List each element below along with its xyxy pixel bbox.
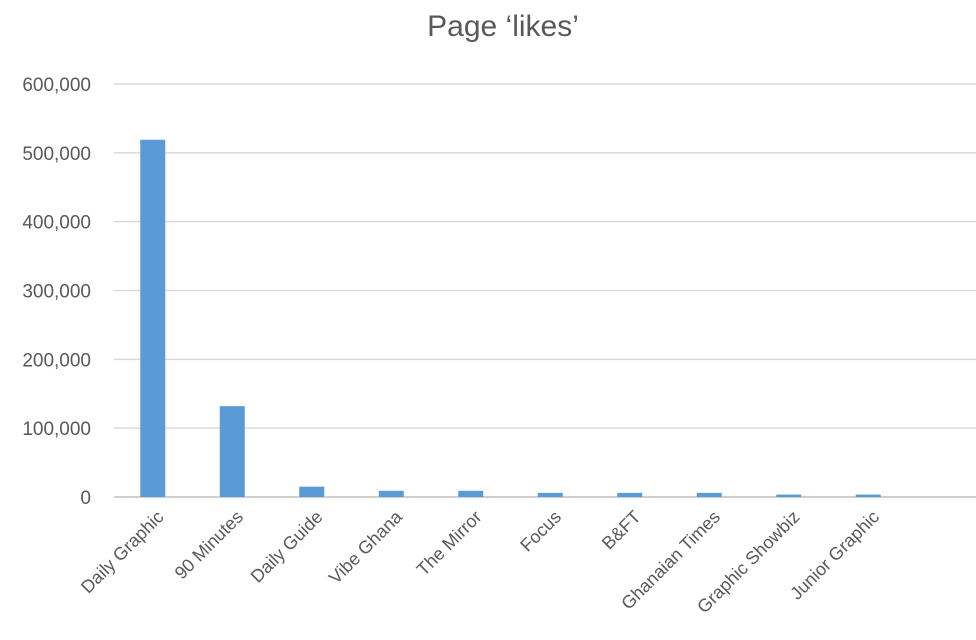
- bar: [378, 490, 404, 497]
- bar: [776, 494, 802, 497]
- chart-title: Page ‘likes’: [427, 10, 579, 43]
- x-tick-label: Vibe Ghana: [325, 506, 407, 588]
- bar: [855, 494, 881, 497]
- bar: [537, 492, 563, 497]
- y-tick-label: 300,000: [22, 282, 91, 303]
- bar: [458, 490, 484, 497]
- y-tick-label: 400,000: [22, 213, 91, 234]
- x-tick-label: 90 Minutes: [171, 507, 247, 583]
- x-tick-label: Daily Graphic: [77, 507, 168, 598]
- bar: [696, 492, 722, 497]
- y-tick-label: 600,000: [22, 75, 91, 96]
- bar: [617, 492, 643, 497]
- y-tick-label: 200,000: [22, 350, 91, 371]
- bar: [140, 139, 166, 497]
- bar: [299, 486, 325, 497]
- y-tick-label: 100,000: [22, 419, 91, 440]
- x-tick-label: Daily Guide: [247, 507, 327, 587]
- x-tick-label: The Mirror: [413, 507, 486, 580]
- y-tick-label: 500,000: [22, 144, 91, 165]
- x-tick-label: Focus: [516, 507, 565, 556]
- bar: [219, 406, 245, 497]
- y-tick-label: 0: [80, 488, 91, 509]
- x-tick-label: B&FT: [598, 507, 645, 554]
